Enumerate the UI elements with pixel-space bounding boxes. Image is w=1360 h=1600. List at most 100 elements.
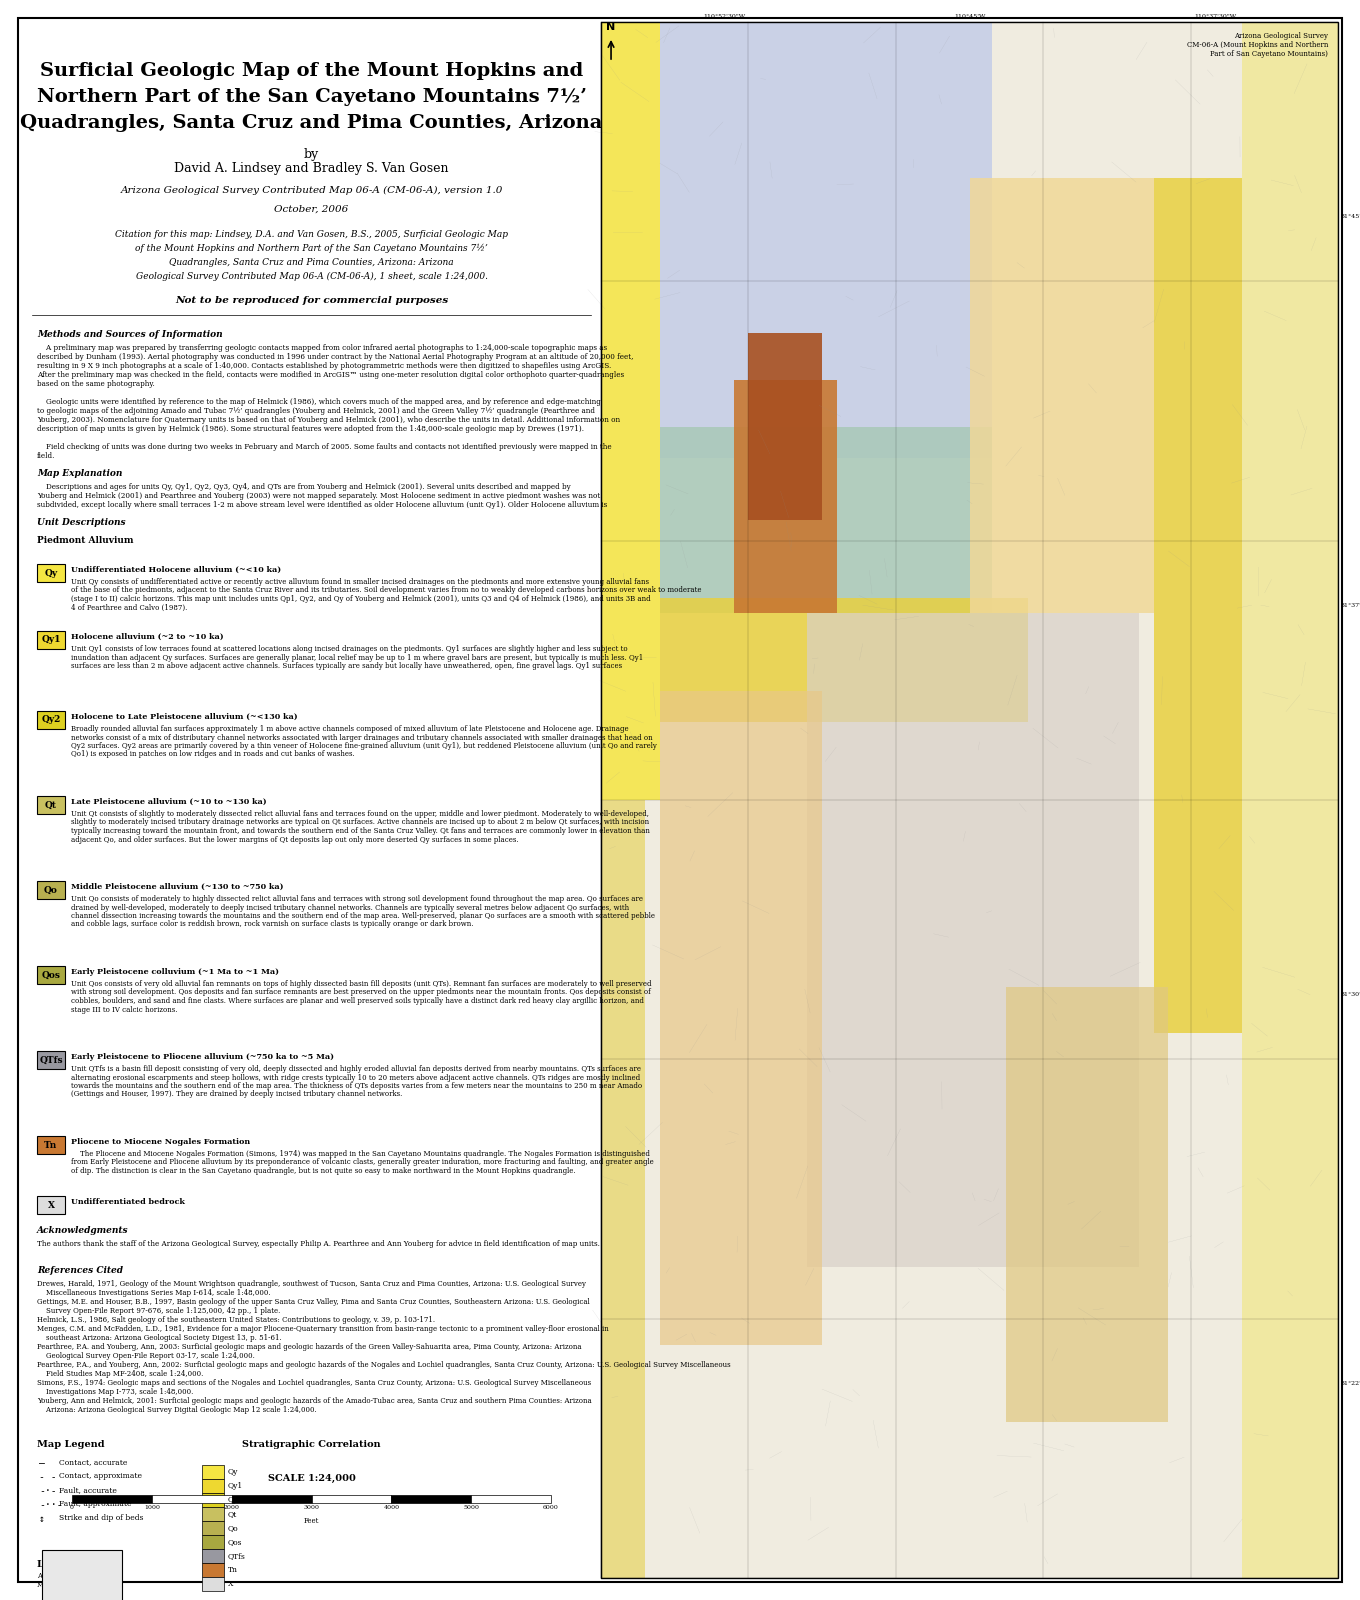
- Text: Qy2 surfaces. Qy2 areas are primarily covered by a thin veneer of Holocene fine-: Qy2 surfaces. Qy2 areas are primarily co…: [71, 742, 657, 750]
- Text: surfaces are less than 2 m above adjacent active channels. Surfaces typically ar: surfaces are less than 2 m above adjacen…: [71, 662, 622, 670]
- Text: Qos: Qos: [42, 971, 60, 979]
- Bar: [660, 22, 991, 458]
- Bar: [203, 1478, 224, 1493]
- Bar: [37, 966, 65, 984]
- Text: cobbles, boulders, and sand and fine clasts. Where surfaces are planar and well : cobbles, boulders, and sand and fine cla…: [71, 997, 643, 1005]
- Bar: [37, 882, 65, 899]
- Text: Map Explanation: Map Explanation: [37, 469, 122, 478]
- Bar: [733, 379, 836, 613]
- Bar: [1153, 178, 1242, 1034]
- Bar: [601, 800, 645, 1578]
- Text: Piedmont Alluvium: Piedmont Alluvium: [37, 536, 133, 546]
- Text: networks consist of a mix of distributary channel networks associated with large: networks consist of a mix of distributar…: [71, 733, 653, 741]
- Text: description of map units is given by Helmick (1986). Some structural features we: description of map units is given by Hel…: [37, 426, 583, 434]
- Text: Geologic units were identified by reference to the map of Helmick (1986), which : Geologic units were identified by refere…: [37, 398, 601, 406]
- Text: adjacent Qo, and older surfaces. But the lower margins of Qt deposits lap out on: adjacent Qo, and older surfaces. But the…: [71, 835, 518, 843]
- Text: Contact, approximate: Contact, approximate: [58, 1472, 141, 1480]
- Bar: [37, 630, 65, 650]
- Text: and cobble lags, surface color is reddish brown, rock varnish on surface clasts : and cobble lags, surface color is reddis…: [71, 920, 473, 928]
- Text: ↕: ↕: [39, 1514, 45, 1523]
- Text: 1000: 1000: [144, 1506, 160, 1510]
- Text: Drewes, Harald, 1971, Geology of the Mount Wrightson quadrangle, southwest of Tu: Drewes, Harald, 1971, Geology of the Mou…: [37, 1280, 586, 1288]
- Bar: [392, 1494, 471, 1502]
- Text: 110°45'W: 110°45'W: [953, 14, 985, 19]
- Text: 0: 0: [69, 1506, 73, 1510]
- Text: Quadrangles, Santa Cruz and Pima Counties, Arizona: Quadrangles, Santa Cruz and Pima Countie…: [20, 114, 602, 133]
- Bar: [601, 22, 660, 800]
- Text: Youberg, Ann and Helmick, 2001: Surficial geologic maps and geologic hazards of : Youberg, Ann and Helmick, 2001: Surficia…: [37, 1397, 592, 1405]
- Bar: [471, 1494, 551, 1502]
- Text: David A. Lindsey and Bradley S. Van Gosen: David A. Lindsey and Bradley S. Van Gose…: [174, 162, 449, 174]
- Text: by: by: [303, 149, 320, 162]
- Text: 110°52'30"W: 110°52'30"W: [703, 14, 745, 19]
- Text: with strong soil development. Qos deposits and fan surface remnants are best pre: with strong soil development. Qos deposi…: [71, 989, 650, 997]
- Text: Late Pleistocene alluvium (~10 to ~130 ka): Late Pleistocene alluvium (~10 to ~130 k…: [71, 798, 267, 806]
- Text: Qt: Qt: [45, 800, 57, 810]
- Text: Fault, approximate: Fault, approximate: [58, 1501, 132, 1507]
- Text: X: X: [228, 1581, 234, 1587]
- Bar: [660, 691, 823, 1344]
- Text: Undifferentiated Holocene alluvium (~<10 ka): Undifferentiated Holocene alluvium (~<10…: [71, 566, 282, 574]
- Bar: [970, 178, 1153, 613]
- Text: —: —: [39, 1458, 45, 1469]
- Text: of dip. The distinction is clear in the San Cayetano quadrangle, but is not quit: of dip. The distinction is clear in the …: [71, 1166, 575, 1174]
- Text: stage III to IV calcic horizons.: stage III to IV calcic horizons.: [71, 1005, 178, 1013]
- Text: Feet: Feet: [303, 1517, 320, 1525]
- Text: Qy: Qy: [45, 568, 57, 578]
- Text: Arizona Counties
Mapped Area in Yellow: Arizona Counties Mapped Area in Yellow: [37, 1571, 120, 1589]
- Text: Qos: Qos: [228, 1538, 242, 1546]
- Bar: [37, 1136, 65, 1154]
- Bar: [203, 1522, 224, 1534]
- Text: Unit Qos consists of very old alluvial fan remnants on tops of highly dissected : Unit Qos consists of very old alluvial f…: [71, 979, 651, 987]
- Text: Unit Descriptions: Unit Descriptions: [37, 518, 125, 526]
- Text: 5000: 5000: [464, 1506, 479, 1510]
- Text: (stage I to II) calcic horizons. This map unit includes units Qp1, Qy2, and Qy o: (stage I to II) calcic horizons. This ma…: [71, 595, 650, 603]
- Text: The authors thank the staff of the Arizona Geological Survey, especially Philip : The authors thank the staff of the Arizo…: [37, 1240, 600, 1248]
- Text: slightly to moderately incised tributary drainage networks are typical on Qt sur: slightly to moderately incised tributary…: [71, 819, 649, 827]
- Text: to geologic maps of the adjoining Amado and Tubac 7½’ quadrangles (Youberg and H: to geologic maps of the adjoining Amado …: [37, 406, 596, 414]
- Text: alternating erosional escarpments and steep hollows, with ridge crests typically: alternating erosional escarpments and st…: [71, 1074, 641, 1082]
- Text: based on the same photography.: based on the same photography.: [37, 379, 155, 387]
- Text: 31°45'N: 31°45'N: [1340, 214, 1360, 219]
- Text: Pearthree, P.A., and Youberg, Ann, 2002: Surficial geologic maps and geologic ha: Pearthree, P.A., and Youberg, Ann, 2002:…: [37, 1362, 730, 1370]
- Bar: [808, 613, 1140, 1267]
- Text: Pliocene to Miocene Nogales Formation: Pliocene to Miocene Nogales Formation: [71, 1138, 250, 1146]
- Text: of the Mount Hopkins and Northern Part of the San Cayetano Mountains 7½’: of the Mount Hopkins and Northern Part o…: [135, 243, 488, 253]
- Bar: [203, 1549, 224, 1563]
- Text: Contact, accurate: Contact, accurate: [58, 1458, 128, 1466]
- Text: Arizona Geological Survey
CM-06-A (Mount Hopkins and Northern
Part of San Cayeta: Arizona Geological Survey CM-06-A (Mount…: [1187, 32, 1327, 59]
- Bar: [37, 565, 65, 582]
- Text: X: X: [48, 1200, 54, 1210]
- Text: After the preliminary map was checked in the field, contacts were modified in Ar: After the preliminary map was checked in…: [37, 371, 624, 379]
- Text: Unit Qy consists of undifferentiated active or recently active alluvium found in: Unit Qy consists of undifferentiated act…: [71, 578, 649, 586]
- Text: Qy2: Qy2: [228, 1496, 243, 1504]
- Text: Field checking of units was done during two weeks in February and March of 2005.: Field checking of units was done during …: [37, 443, 612, 451]
- Text: Strike and dip of beds: Strike and dip of beds: [58, 1514, 144, 1522]
- Text: Acknowledgments: Acknowledgments: [37, 1226, 129, 1235]
- Bar: [1006, 987, 1168, 1422]
- Text: Unit Qt consists of slightly to moderately dissected relict alluvial fans and te: Unit Qt consists of slightly to moderate…: [71, 810, 649, 818]
- Text: Fault, accurate: Fault, accurate: [58, 1486, 117, 1494]
- Text: SCALE 1:24,000: SCALE 1:24,000: [268, 1474, 355, 1483]
- Text: Survey Open-File Report 97-676, scale 1:125,000, 42 pp., 1 plate.: Survey Open-File Report 97-676, scale 1:…: [37, 1307, 280, 1315]
- Text: (Gettings and Houser, 1997). They are drained by deeply incised tributary channe: (Gettings and Houser, 1997). They are dr…: [71, 1091, 403, 1099]
- Text: Helmick, L.S., 1986, Salt geology of the southeastern United States: Contributio: Helmick, L.S., 1986, Salt geology of the…: [37, 1315, 435, 1325]
- Text: towards the mountains and the southern end of the map area. The thickness of QTs: towards the mountains and the southern e…: [71, 1082, 642, 1090]
- Text: 3000: 3000: [303, 1506, 320, 1510]
- Text: 31°30'N: 31°30'N: [1340, 992, 1360, 997]
- Text: typically increasing toward the mountain front, and towards the southern end of : typically increasing toward the mountain…: [71, 827, 650, 835]
- Text: Arizona: Arizona Geological Survey Digital Geologic Map 12 scale 1:24,000.: Arizona: Arizona Geological Survey Digit…: [37, 1406, 317, 1414]
- Text: drained by well-developed, moderately to deeply incised tributary channel networ: drained by well-developed, moderately to…: [71, 904, 630, 912]
- Text: Quadrangles, Santa Cruz and Pima Counties, Arizona: Arizona: Quadrangles, Santa Cruz and Pima Countie…: [169, 258, 454, 267]
- Text: Qy1: Qy1: [41, 635, 61, 645]
- Bar: [203, 1466, 224, 1478]
- Text: from Early Pleistocene and Pliocene alluvium by its preponderance of volcanic cl: from Early Pleistocene and Pliocene allu…: [71, 1158, 654, 1166]
- Text: Unit Qo consists of moderately to highly dissected relict alluvial fans and terr: Unit Qo consists of moderately to highly…: [71, 894, 643, 902]
- Text: Menges, C.M. and McFadden, L.D., 1981, Evidence for a major Pliocene-Quaternary : Menges, C.M. and McFadden, L.D., 1981, E…: [37, 1325, 609, 1333]
- Bar: [152, 1494, 231, 1502]
- Text: of the base of the piedmonts, adjacent to the Santa Cruz River and its tributari: of the base of the piedmonts, adjacent t…: [71, 587, 702, 595]
- Bar: [42, 1550, 122, 1600]
- Text: inundation than adjacent Qy surfaces. Surfaces are generally planar, local relie: inundation than adjacent Qy surfaces. Su…: [71, 653, 643, 661]
- Bar: [37, 710, 65, 730]
- Text: Field Studies Map MF-2408, scale 1:24,000.: Field Studies Map MF-2408, scale 1:24,00…: [37, 1370, 204, 1378]
